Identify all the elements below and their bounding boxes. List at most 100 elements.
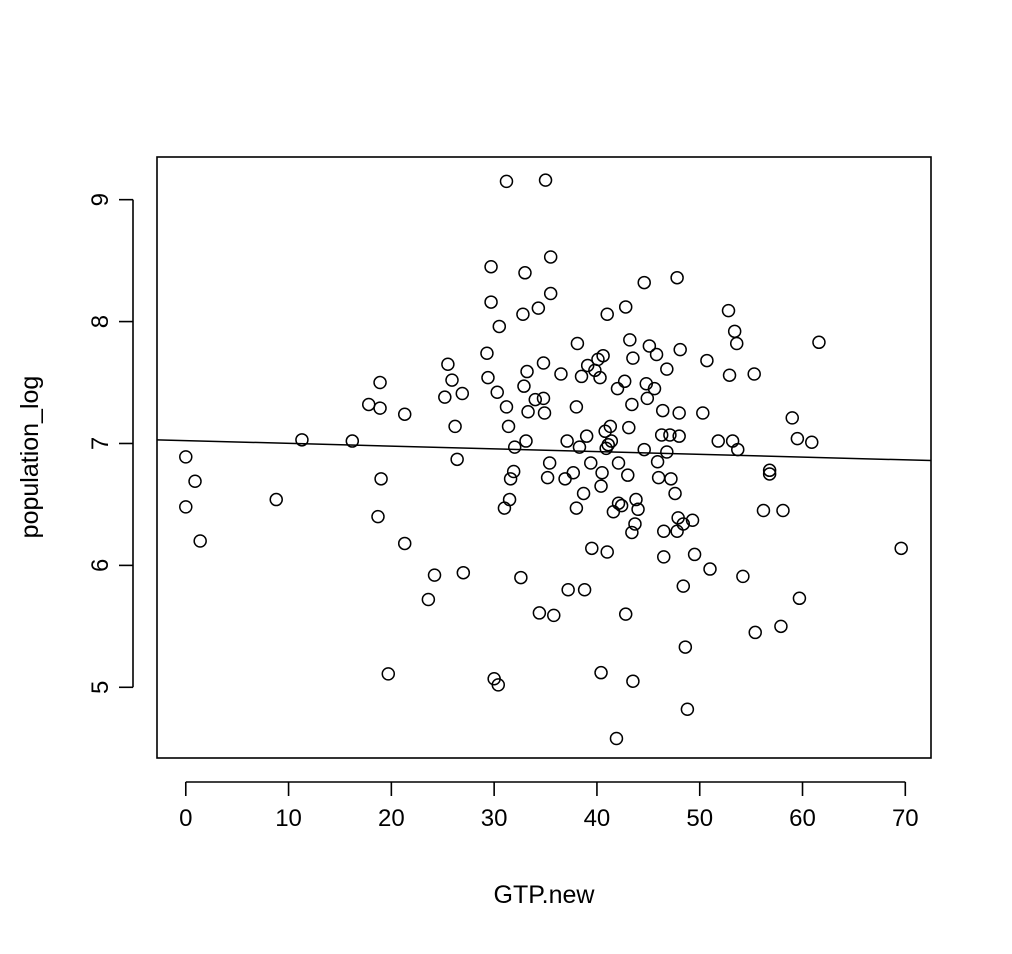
scatter-point — [345, 434, 360, 448]
scatter-point — [532, 606, 547, 620]
scatter-point — [603, 419, 618, 434]
scatter-point — [672, 429, 686, 443]
scatter-point — [626, 674, 640, 688]
scatter-point — [514, 570, 528, 585]
scatter-point — [774, 619, 788, 634]
scatter-point — [595, 465, 609, 480]
scatter-point — [499, 400, 514, 414]
scatter-point — [269, 492, 283, 507]
scatter-point — [792, 591, 807, 606]
scatter-point — [625, 525, 639, 540]
scatter-point — [499, 174, 514, 189]
scatter-point — [611, 496, 626, 510]
scatter-point — [502, 492, 517, 507]
scatter-point — [536, 356, 551, 370]
scatter-point — [441, 357, 455, 371]
scatter-point — [543, 286, 558, 301]
x-tick-label: 40 — [584, 805, 611, 832]
scatter-point — [188, 474, 202, 489]
x-tick-label: 0 — [179, 805, 192, 832]
y-tick-label: 6 — [87, 559, 114, 572]
plot-frame — [156, 156, 932, 759]
scatter-point — [601, 437, 615, 452]
scatter-point — [621, 468, 635, 482]
scatter-point — [456, 565, 471, 580]
scatter-point — [542, 456, 557, 470]
scatter-point — [577, 583, 592, 597]
scatter-point — [450, 452, 464, 467]
scatter-point — [531, 301, 546, 315]
x-axis: 0 10 20 30 40 50 60 70 — [179, 781, 919, 832]
scatter-point — [381, 667, 396, 681]
scatter-point — [503, 472, 518, 486]
y-axis-label: population_log — [16, 376, 44, 539]
scatter-point — [520, 364, 534, 379]
scatter-point — [540, 470, 555, 485]
scatter-point — [596, 348, 610, 363]
scatter-point — [569, 400, 584, 414]
scatter-point — [374, 472, 388, 486]
scatter-point — [664, 472, 678, 486]
scatter-point — [721, 303, 736, 318]
scatter-point — [656, 550, 671, 564]
y-tick-label: 5 — [87, 681, 114, 694]
scatter-point — [672, 406, 686, 420]
scatter-point — [654, 428, 669, 442]
scatter-point — [625, 397, 639, 412]
scatter-point — [521, 405, 535, 419]
scatter-point — [618, 300, 633, 314]
scatter-point — [361, 397, 376, 412]
scatter-point — [790, 431, 805, 446]
scatter-point — [570, 336, 585, 351]
scatter-point — [680, 702, 695, 716]
scatter-point — [536, 391, 551, 406]
scatter-point — [670, 270, 684, 285]
scatter-point — [676, 517, 691, 531]
scatter-point — [593, 370, 607, 385]
scatter-point — [785, 411, 799, 425]
scatter-point — [371, 509, 385, 524]
scatter-point — [685, 513, 700, 528]
scatter-point — [637, 442, 651, 457]
scatter-point — [687, 547, 702, 562]
scatter-point — [656, 524, 671, 539]
scatter-point — [179, 450, 193, 464]
scatter-point — [569, 501, 584, 515]
x-tick-label: 50 — [686, 805, 713, 832]
scatter-point — [574, 369, 589, 384]
scatter-point — [696, 406, 710, 420]
scatter-point — [747, 367, 761, 381]
scatter-point — [647, 381, 662, 396]
scatter-point — [576, 486, 591, 501]
scatter-point — [537, 406, 552, 420]
scatter-point — [594, 479, 608, 493]
scatter-point — [676, 579, 691, 593]
scatter-point — [538, 173, 553, 187]
scatter-point — [560, 434, 574, 448]
scatter-point — [640, 391, 655, 406]
scatter-point — [626, 351, 640, 365]
scatter-point — [193, 534, 207, 548]
scatter-point — [678, 640, 693, 654]
scatter-point — [651, 470, 666, 485]
scatter-point — [506, 464, 521, 479]
scatter-point — [491, 678, 506, 692]
scatter-point — [518, 266, 532, 280]
scatter-point — [805, 435, 819, 450]
scatter-point — [421, 592, 436, 607]
scatter-point — [623, 333, 637, 347]
y-tick-label: 7 — [87, 437, 114, 450]
y-axis: 5 6 7 8 9 — [87, 193, 134, 694]
scatter-point — [711, 434, 725, 448]
scatter-point — [614, 498, 629, 513]
scatter-point — [660, 445, 674, 459]
scatter-point — [631, 502, 645, 517]
scatter-point — [637, 275, 651, 290]
scatter-point — [700, 353, 714, 368]
scatter-point — [660, 362, 674, 376]
scatter-point — [736, 569, 750, 584]
scatter-point — [480, 346, 494, 361]
scatter-point — [600, 307, 614, 322]
scatter-point — [762, 467, 777, 481]
